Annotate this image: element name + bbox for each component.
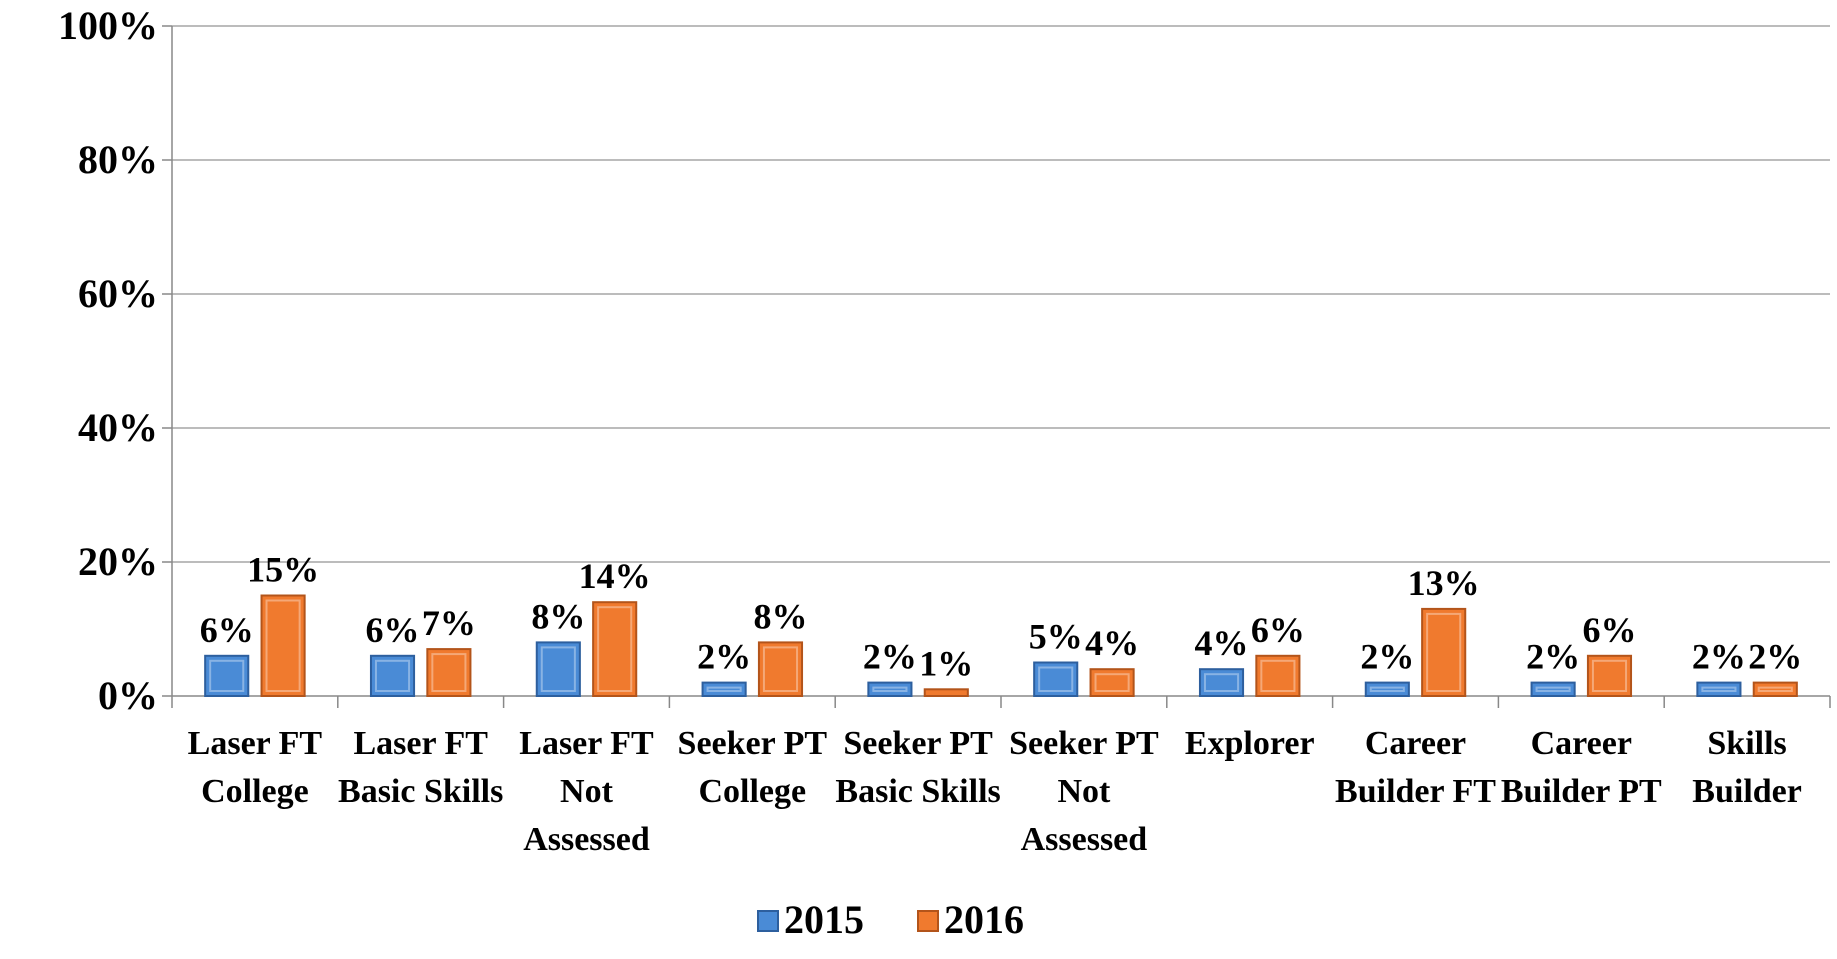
y-tick-label: 60% <box>78 271 158 316</box>
bar <box>260 594 306 697</box>
bar-bevel <box>1038 666 1074 692</box>
bar <box>1586 654 1633 697</box>
data-label: 2% <box>1526 637 1580 677</box>
legend-swatch <box>757 910 779 932</box>
bar-bevel <box>209 659 245 692</box>
x-tick-label: Laser FT College <box>187 725 323 810</box>
data-label: 2% <box>1692 637 1746 677</box>
bar-bevel <box>1260 659 1296 692</box>
bar-bevel <box>1535 686 1571 692</box>
bar <box>757 641 804 698</box>
y-tick-label: 40% <box>78 405 158 450</box>
data-label: 2% <box>1748 637 1802 677</box>
bar <box>1033 661 1079 697</box>
x-tick-label: Laser FT Basic Skills <box>338 725 504 810</box>
bar <box>1089 668 1135 698</box>
bar-bevel <box>540 646 576 693</box>
bar <box>1364 681 1410 697</box>
bar <box>923 688 969 697</box>
data-label: 2% <box>863 637 917 677</box>
bar <box>535 641 581 698</box>
data-label: 5% <box>1029 617 1083 657</box>
bar <box>701 681 747 697</box>
data-label: 15% <box>247 550 319 590</box>
data-label: 6% <box>200 610 254 650</box>
legend-label: 2016 <box>944 897 1024 942</box>
bar <box>1255 654 1301 697</box>
bar-bevel <box>431 653 467 692</box>
bar <box>592 601 638 698</box>
x-tick-label: Laser FT Not Assessed <box>519 725 654 858</box>
data-label: 7% <box>422 603 476 643</box>
bar-bevel <box>1591 659 1628 692</box>
bar <box>369 654 416 697</box>
bar-bevel <box>597 606 633 693</box>
bar <box>1530 681 1576 697</box>
y-tick-label: 80% <box>78 137 158 182</box>
y-tick-label: 20% <box>78 539 158 584</box>
x-tick-label: Explorer <box>1184 725 1315 762</box>
x-tick-label: Seeker PT Not Assessed <box>1009 725 1159 858</box>
bar <box>426 648 472 697</box>
bar-bevel <box>1094 673 1130 693</box>
data-label: 1% <box>919 643 973 683</box>
bar <box>1696 681 1742 697</box>
bar-bevel <box>1203 673 1240 693</box>
data-label: 6% <box>1582 610 1636 650</box>
data-label: 2% <box>697 637 751 677</box>
x-tick-label: Skills Builder <box>1692 725 1802 810</box>
data-label: 6% <box>366 610 420 650</box>
legend-swatch <box>917 910 939 932</box>
data-label: 4% <box>1085 623 1139 663</box>
bar <box>1198 668 1245 698</box>
x-tick-label: Career Builder FT <box>1335 725 1496 810</box>
y-tick-label: 0% <box>98 673 158 718</box>
bar-bevel <box>1426 612 1462 693</box>
data-label: 8% <box>531 596 585 636</box>
bar-bevel <box>1701 686 1737 692</box>
bar <box>204 654 250 697</box>
x-tick-label: Career Builder PT <box>1500 725 1662 810</box>
data-label: 13% <box>1408 563 1480 603</box>
bar-bevel <box>706 686 742 692</box>
legend-label: 2015 <box>784 897 864 942</box>
y-tick-label: 100% <box>58 3 158 48</box>
bar-bevel <box>374 659 411 692</box>
data-label: 6% <box>1251 610 1305 650</box>
x-tick-label: Seeker PT College <box>677 725 828 810</box>
bar <box>1752 681 1798 697</box>
bar-bevel <box>1369 686 1405 692</box>
data-label: 14% <box>579 556 651 596</box>
bar <box>1421 607 1467 698</box>
x-tick-label: Seeker PT Basic Skills <box>835 725 1001 810</box>
bar-bevel <box>265 599 301 692</box>
data-label: 8% <box>753 596 807 636</box>
bar-bevel <box>872 686 908 692</box>
bar-bevel <box>762 646 799 693</box>
bar-bevel <box>1757 686 1793 692</box>
bar <box>867 681 913 697</box>
data-label: 4% <box>1195 623 1249 663</box>
data-label: 2% <box>1360 637 1414 677</box>
